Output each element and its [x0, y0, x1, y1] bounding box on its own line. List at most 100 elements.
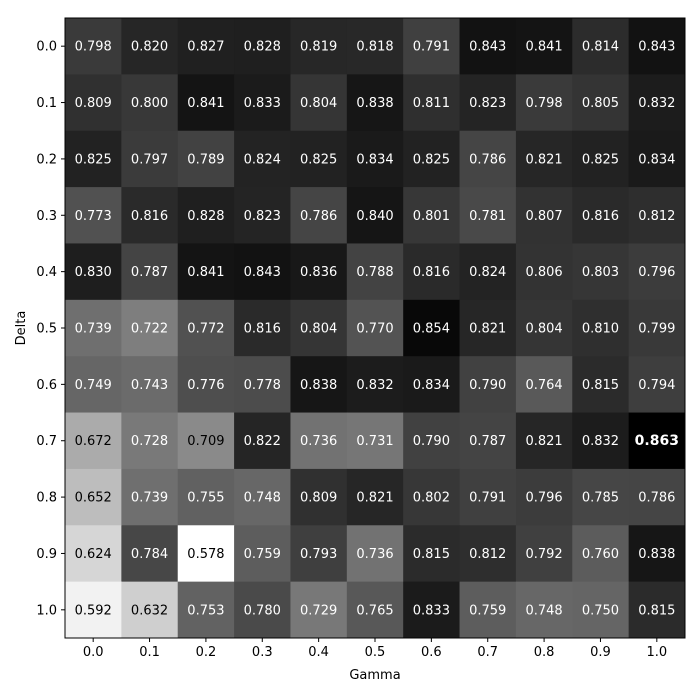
heatmap-cell: [403, 18, 461, 75]
heatmap-cell: [403, 130, 461, 188]
x-axis-label: Gamma: [349, 668, 400, 683]
heatmap-cell: [628, 299, 686, 357]
heatmap-cell: [65, 356, 122, 414]
cell-value-label: 0.804: [300, 96, 337, 111]
heatmap-cell: [459, 243, 517, 301]
cell-value-label: 0.828: [187, 209, 224, 224]
cell-value-label: 0.816: [131, 209, 168, 224]
heatmap-cell: [65, 299, 122, 357]
cell-value-label: 0.840: [356, 209, 393, 224]
cell-value-label: 0.801: [413, 209, 450, 224]
x-tick-label: 0.5: [365, 645, 386, 660]
cell-value-label: 0.791: [413, 40, 450, 55]
heatmap-cell: [403, 356, 461, 414]
cell-value-label: 0.672: [75, 434, 112, 449]
heatmap-cell: [628, 412, 686, 470]
cell-value-label: 0.781: [469, 209, 506, 224]
cell-value-label: 0.736: [300, 434, 337, 449]
heatmap-cell: [515, 299, 573, 357]
x-tick-label: 0.8: [534, 645, 555, 660]
heatmap-cell: [572, 243, 630, 301]
x-tick-label: 0.6: [421, 645, 442, 660]
x-tick-label: 0.7: [477, 645, 498, 660]
cell-value-label: 0.578: [187, 547, 224, 562]
cell-value-label: 0.804: [525, 322, 562, 337]
heatmap-cell: [346, 130, 404, 188]
cell-value-label: 0.816: [582, 209, 619, 224]
y-tick-label: 0.6: [36, 378, 57, 393]
cell-value-label: 0.824: [469, 265, 506, 280]
cell-value-label: 0.760: [582, 547, 619, 562]
cell-value-label: 0.592: [75, 603, 112, 618]
cell-value-label: 0.788: [356, 265, 393, 280]
heatmap-cell: [65, 525, 122, 583]
heatmap-cell: [572, 187, 630, 244]
heatmap-cell: [121, 187, 179, 244]
heatmap-cell: [459, 412, 517, 470]
cell-value-label: 0.786: [469, 152, 506, 167]
cell-value-label: 0.834: [356, 152, 393, 167]
heatmap-cell: [346, 468, 404, 526]
heatmap-cell: [572, 299, 630, 357]
heatmap-cell: [65, 243, 122, 301]
cell-value-label: 0.827: [187, 40, 224, 55]
cell-value-label: 0.796: [525, 491, 562, 506]
heatmap-cell: [234, 356, 291, 414]
heatmap-cell: [290, 299, 348, 357]
cell-value-label: 0.809: [300, 491, 337, 506]
cell-value-label: 0.787: [131, 265, 168, 280]
cell-value-label: 0.729: [300, 603, 337, 618]
cell-value-label: 0.863: [635, 433, 679, 449]
cell-value-label: 0.832: [356, 378, 393, 393]
y-axis-ticks: 0.0 0.1 0.2 0.3 0.4 0.5 0.6 0.7 0.8 0.9 1.0: [36, 40, 65, 618]
cell-value-label: 0.770: [356, 322, 393, 337]
cell-value-label: 0.822: [244, 434, 281, 449]
cell-value-label: 0.833: [413, 603, 450, 618]
heatmap-cell: [121, 18, 179, 75]
cell-value-label: 0.624: [75, 547, 112, 562]
cell-value-label: 0.838: [300, 378, 337, 393]
cell-value-label: 0.785: [582, 491, 619, 506]
cell-value-label: 0.843: [638, 40, 675, 55]
heatmap-cell: [290, 412, 348, 470]
cell-value-label: 0.759: [244, 547, 281, 562]
cell-value-label: 0.789: [187, 152, 224, 167]
cell-value-label: 0.799: [638, 322, 675, 337]
heatmap-cell: [572, 581, 630, 639]
x-tick-label: 1.0: [646, 645, 667, 660]
heatmap-cell: [234, 581, 291, 639]
y-tick-label: 0.8: [36, 491, 57, 506]
heatmap-cell: [346, 243, 404, 301]
cell-value-label: 0.825: [75, 152, 112, 167]
heatmap-cell: [515, 18, 573, 75]
heatmap-cell: [177, 74, 235, 132]
heatmap-cell: [572, 18, 630, 75]
cell-value-label: 0.764: [525, 378, 562, 393]
heatmap-cell: [346, 356, 404, 414]
cell-value-label: 0.854: [413, 322, 450, 337]
heatmap-cell: [234, 525, 291, 583]
cell-value-label: 0.709: [187, 434, 224, 449]
y-tick-label: 0.5: [36, 322, 57, 337]
heatmap-cell: [403, 74, 461, 132]
cell-value-label: 0.811: [413, 96, 450, 111]
heatmap-cell: [572, 74, 630, 132]
cell-value-label: 0.755: [187, 491, 224, 506]
heatmap-cell: [459, 525, 517, 583]
heatmap-cell: [234, 187, 291, 244]
heatmap-cell: [65, 130, 122, 188]
cell-value-label: 0.816: [244, 322, 281, 337]
heatmap-cell: [515, 130, 573, 188]
cell-value-label: 0.806: [525, 265, 562, 280]
cell-value-label: 0.748: [244, 491, 281, 506]
cell-value-label: 0.812: [638, 209, 675, 224]
heatmap-cell: [121, 299, 179, 357]
cell-value-label: 0.803: [582, 265, 619, 280]
heatmap-cell: [177, 130, 235, 188]
heatmap-cell: [121, 243, 179, 301]
heatmap-cell: [290, 356, 348, 414]
cell-value-label: 0.833: [244, 96, 281, 111]
heatmap-cell: [515, 412, 573, 470]
heatmap-cell: [572, 356, 630, 414]
cell-value-label: 0.825: [300, 152, 337, 167]
